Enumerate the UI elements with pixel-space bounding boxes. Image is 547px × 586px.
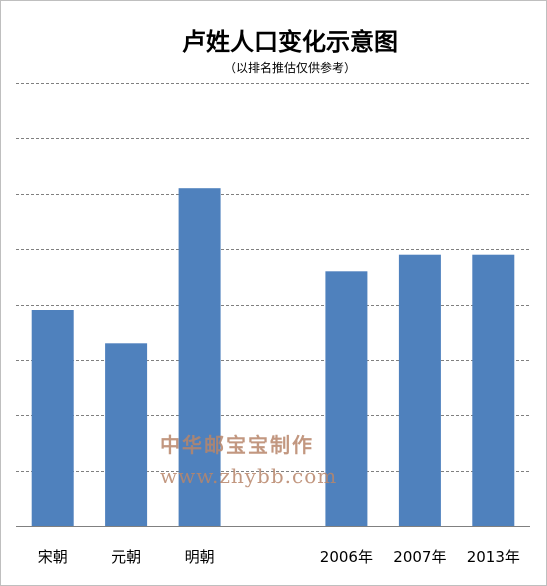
bars — [31, 188, 515, 526]
watermark-line-2: www.zhybb.com — [160, 464, 337, 488]
chart-subtitle: （以排名推估仅供参考） — [224, 60, 356, 75]
x-tick-labels: 宋朝 元朝 明朝 2006年 2007年 2013年 — [38, 548, 520, 566]
bar — [472, 254, 515, 526]
chart-title: 卢姓人口变化示意图 — [182, 27, 398, 56]
bar — [105, 343, 148, 526]
x-tick-label: 2013年 — [467, 548, 520, 566]
bar — [325, 271, 368, 526]
bar — [178, 188, 221, 526]
watermark-line-1: 中华邮宝宝制作 — [160, 433, 314, 457]
bar — [31, 310, 74, 526]
x-tick-label: 元朝 — [111, 548, 141, 566]
gridlines — [16, 83, 530, 527]
x-tick-label: 2007年 — [393, 548, 446, 566]
x-tick-label: 宋朝 — [38, 548, 68, 566]
bar — [398, 254, 441, 526]
x-tick-label: 2006年 — [320, 548, 373, 566]
x-tick-label: 明朝 — [185, 548, 215, 566]
